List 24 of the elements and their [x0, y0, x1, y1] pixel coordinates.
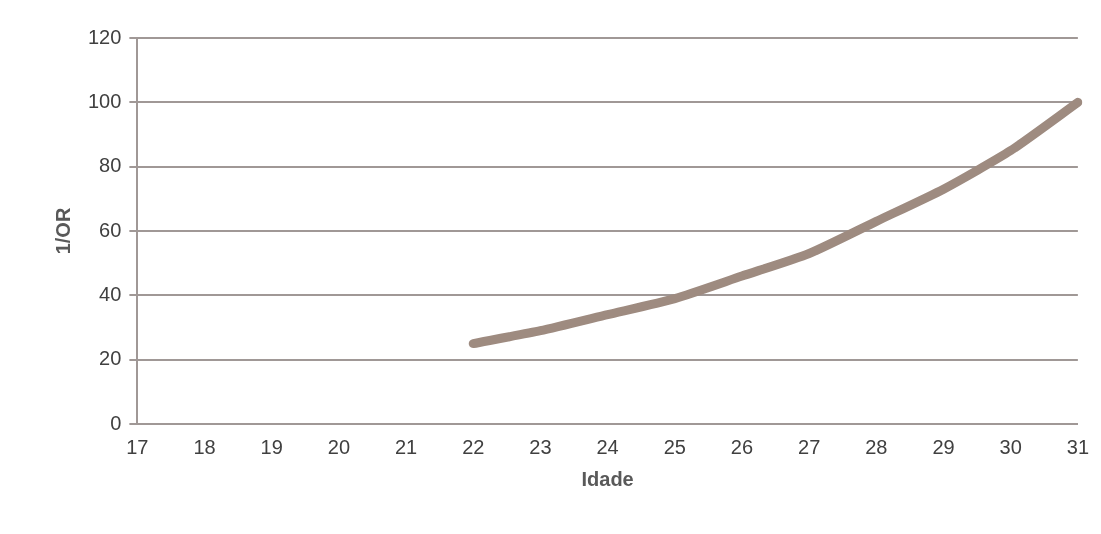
y-tick-label: 40: [99, 282, 122, 305]
x-tick-label: 19: [260, 435, 283, 458]
y-tick-label: 80: [99, 154, 122, 177]
y-axis-title: 1/OR: [51, 207, 74, 255]
y-tick-label: 0: [110, 411, 122, 434]
y-tick-label: 20: [99, 347, 122, 370]
x-tick-label: 27: [798, 435, 821, 458]
x-tick-label: 22: [462, 435, 485, 458]
x-tick-label: 20: [327, 435, 351, 458]
x-tick-label: 28: [865, 435, 888, 458]
x-tick-label: 26: [730, 435, 754, 458]
y-tick-label: 60: [99, 218, 122, 241]
x-tick-label: 21: [394, 435, 418, 458]
y-tick-label: 100: [87, 89, 122, 112]
x-tick-label: 29: [932, 435, 955, 458]
x-tick-label: 24: [596, 435, 619, 458]
x-tick-label: 23: [529, 435, 552, 458]
x-tick-label: 25: [663, 435, 686, 458]
x-tick-label: 17: [126, 435, 149, 458]
x-tick-label: 18: [193, 435, 216, 458]
x-axis-title: Idade: [581, 467, 634, 490]
y-tick-label: 120: [87, 25, 122, 48]
x-tick-label: 31: [1066, 435, 1089, 458]
x-tick-label: 30: [999, 435, 1022, 458]
